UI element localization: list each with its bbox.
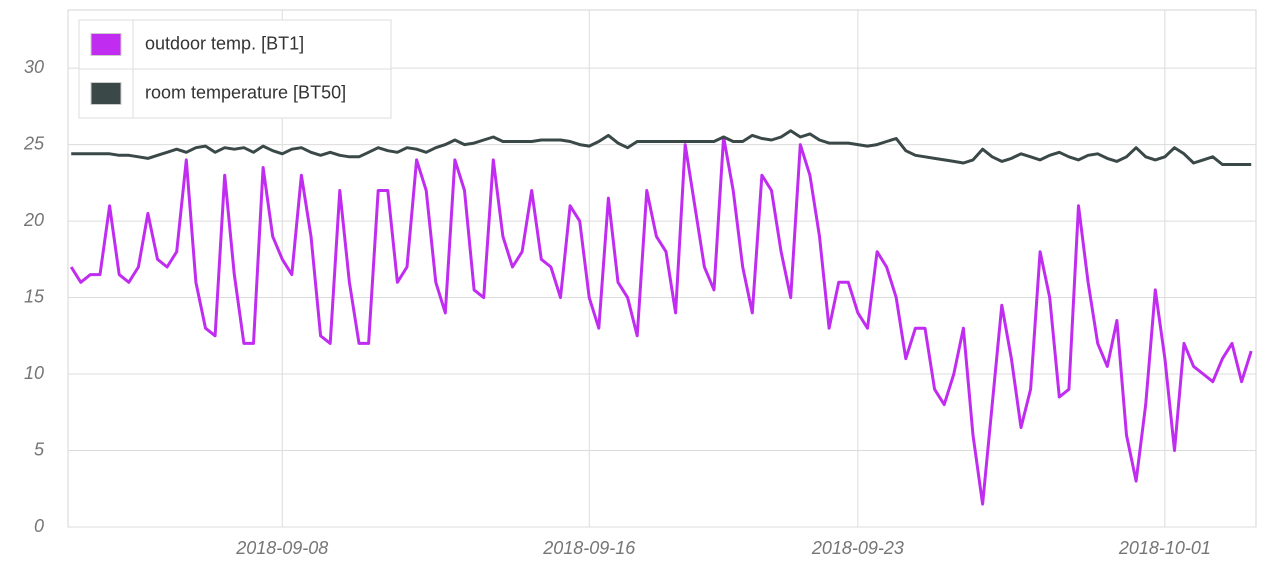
x-tick-label: 2018-09-08 — [235, 538, 328, 558]
series-line — [69, 135, 1253, 506]
y-tick-label: 0 — [34, 516, 44, 536]
y-tick-label: 25 — [23, 133, 45, 153]
legend-swatch — [90, 33, 122, 56]
series-line — [71, 129, 1252, 166]
x-tick-label: 2018-09-23 — [811, 538, 904, 558]
y-tick-label: 10 — [24, 363, 44, 383]
y-tick-label: 20 — [23, 210, 44, 230]
x-tick-label: 2018-10-01 — [1118, 538, 1211, 558]
y-tick-label: 5 — [34, 439, 45, 459]
legend-label: room temperature [BT50] — [145, 82, 346, 102]
x-tick-label: 2018-09-16 — [542, 538, 636, 558]
legend-swatch — [90, 82, 122, 105]
legend-label: outdoor temp. [BT1] — [145, 33, 304, 53]
y-tick-label: 15 — [24, 286, 45, 306]
y-tick-label: 30 — [24, 57, 44, 77]
